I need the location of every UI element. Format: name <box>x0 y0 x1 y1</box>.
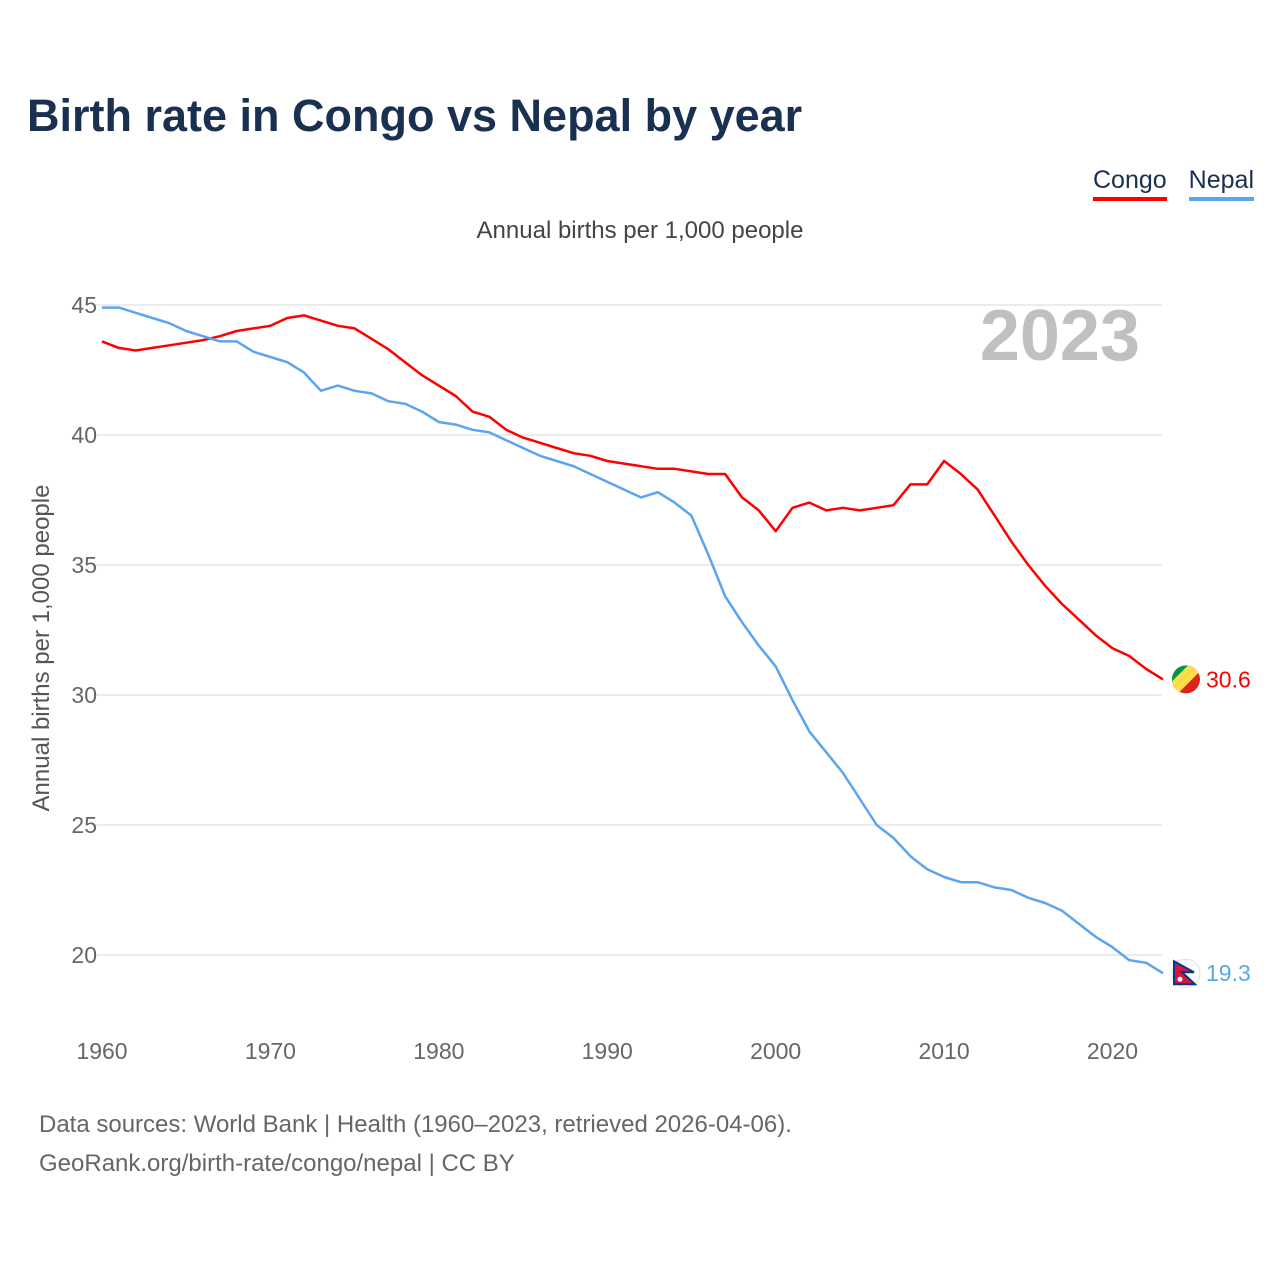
x-tick-label: 1960 <box>76 1038 127 1064</box>
x-tick-label: 2000 <box>750 1038 801 1064</box>
end-value-label-nepal: 19.3 <box>1206 960 1251 986</box>
y-tick-label: 35 <box>71 552 97 578</box>
x-tick-label: 1980 <box>413 1038 464 1064</box>
x-tick-label: 2010 <box>918 1038 969 1064</box>
footer-link[interactable]: GeoRank.org/birth-rate/congo/nepal | CC … <box>39 1150 515 1177</box>
y-tick-label: 25 <box>71 812 97 838</box>
y-tick-label: 40 <box>71 422 97 448</box>
y-tick-label: 20 <box>71 942 97 968</box>
nepal-flag-icon <box>1171 958 1201 988</box>
series-line-congo[interactable] <box>101 314 1164 681</box>
x-tick-label: 1970 <box>245 1038 296 1064</box>
footer-source: Data sources: World Bank | Health (1960–… <box>39 1111 792 1138</box>
y-tick-label: 45 <box>71 292 97 318</box>
x-tick-label: 2020 <box>1087 1038 1138 1064</box>
chart-title: Birth rate in Congo vs Nepal by year <box>27 90 803 141</box>
end-value-label-congo: 30.6 <box>1206 666 1251 692</box>
footer: Data sources: World Bank | Health (1960–… <box>39 1105 792 1183</box>
y-tick-label: 30 <box>71 682 97 708</box>
chart-subtitle: Annual births per 1,000 people <box>476 217 804 244</box>
x-tick-label: 1990 <box>582 1038 633 1064</box>
legend-item-congo[interactable]: Congo <box>1093 166 1167 201</box>
legend: Congo Nepal <box>1093 166 1254 201</box>
congo-flag-icon <box>1172 665 1200 694</box>
series-line-nepal[interactable] <box>102 306 1164 975</box>
legend-item-nepal[interactable]: Nepal <box>1188 166 1254 201</box>
year-badge: 2023 <box>980 296 1140 376</box>
